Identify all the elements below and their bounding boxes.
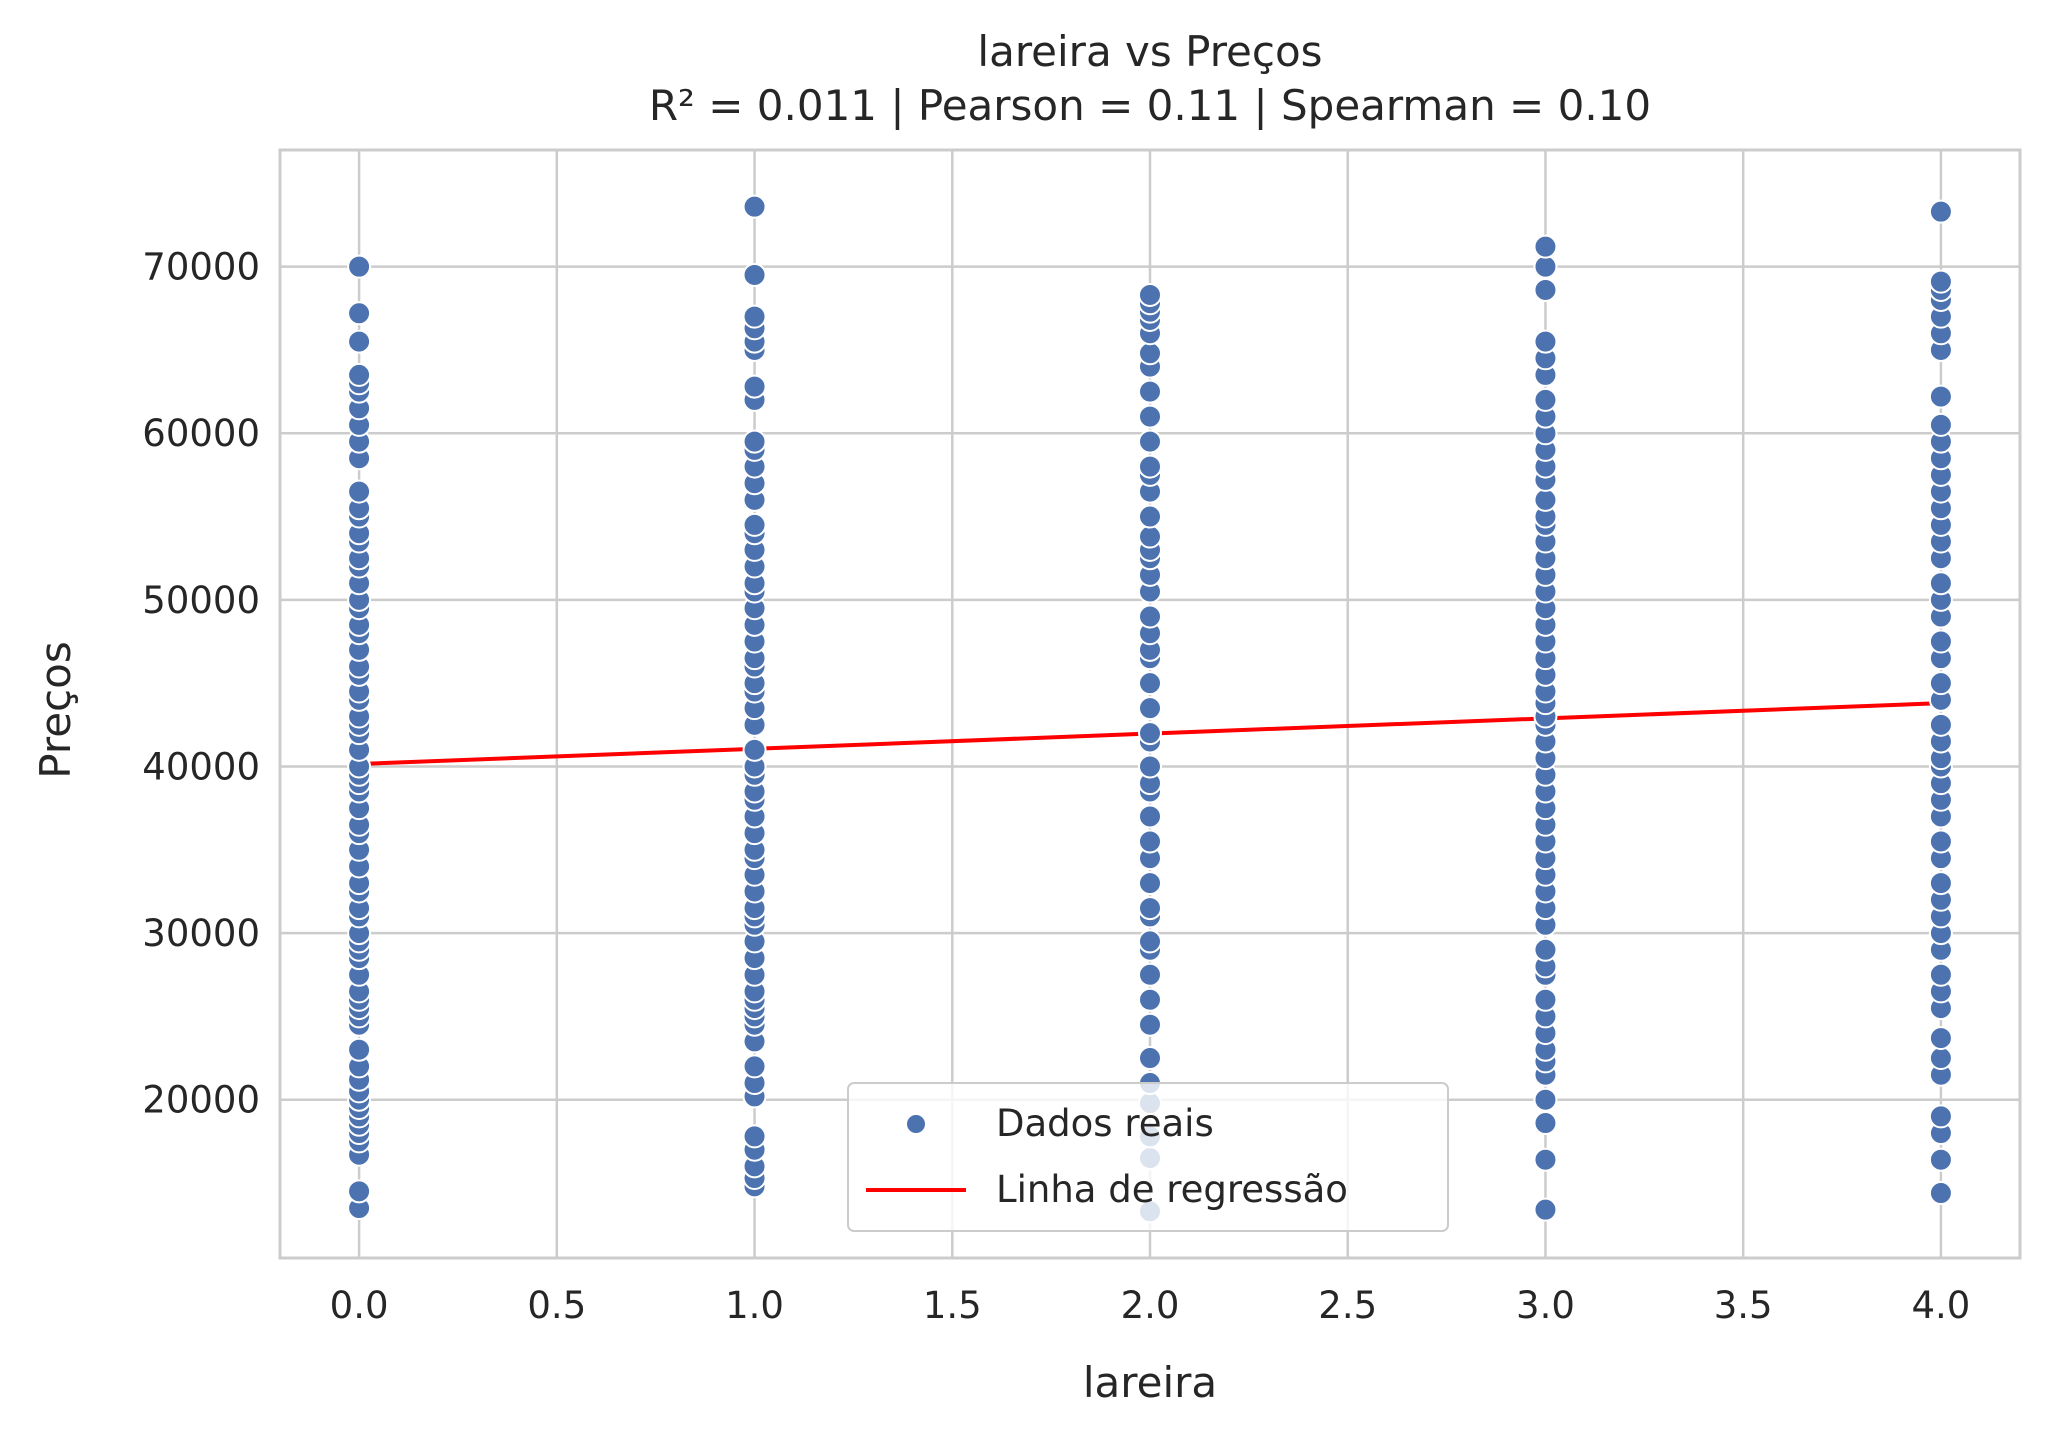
data-point: [1138, 929, 1162, 954]
data-point: [347, 301, 372, 326]
data-point: [742, 194, 767, 219]
data-point: [742, 374, 767, 399]
data-point: [1928, 1181, 1953, 1206]
x-tick-label: 2.5: [1318, 1284, 1377, 1327]
data-point: [1928, 962, 1953, 987]
x-tick-label: 4.0: [1911, 1284, 1970, 1327]
data-point: [1928, 412, 1953, 437]
x-tick-label: 3.5: [1714, 1284, 1773, 1327]
data-point: [1138, 696, 1162, 721]
data-point: [742, 262, 767, 287]
data-point: [1138, 1046, 1162, 1071]
data-point: [1138, 721, 1162, 746]
x-tick-label: 1.5: [923, 1284, 982, 1327]
data-point: [1928, 571, 1953, 596]
data-point: [1533, 277, 1558, 302]
data-point: [347, 362, 372, 387]
data-point: [1138, 379, 1162, 404]
legend-label-regressao: Linha de regressão: [996, 1168, 1348, 1211]
data-point: [1533, 329, 1558, 354]
data-point: [1138, 341, 1162, 366]
legend-label-dados-reais: Dados reais: [996, 1102, 1214, 1145]
data-point: [742, 1054, 767, 1079]
data-point: [1928, 829, 1953, 854]
data-point: [1928, 871, 1953, 896]
data-point: [1138, 404, 1162, 429]
y-tick-label: 70000: [142, 246, 260, 289]
x-tick-label: 1.0: [725, 1284, 784, 1327]
data-point: [1928, 1046, 1953, 1071]
x-axis-label: lareira: [1083, 1358, 1217, 1407]
data-point: [1138, 1012, 1162, 1037]
data-point: [1533, 1087, 1558, 1112]
data-point: [347, 1037, 372, 1062]
data-point: [1138, 962, 1162, 987]
data-point: [1138, 504, 1162, 529]
y-tick-labels: 20000 30000 40000 50000 60000 70000: [142, 246, 260, 1122]
data-point: [1138, 871, 1162, 896]
x-tick-label: 2.0: [1121, 1284, 1180, 1327]
legend-box: [847, 1082, 1449, 1232]
data-point: [1138, 429, 1162, 454]
data-point: [742, 1124, 767, 1149]
data-point: [1138, 754, 1162, 779]
data-point: [1533, 234, 1558, 259]
data-point: [1533, 487, 1558, 512]
y-tick-label: 40000: [142, 745, 260, 788]
x-tick-label: 3.0: [1516, 1284, 1575, 1327]
chart-title: lareira vs Preços: [977, 27, 1322, 76]
data-point: [1533, 987, 1558, 1012]
data-point: [347, 479, 372, 504]
data-point: [1533, 1111, 1558, 1136]
y-tick-label: 60000: [142, 412, 260, 455]
data-point: [742, 737, 767, 762]
x-tick-labels: 0.0 0.5 1.0 1.5 2.0 2.5 3.0 3.5 4.0: [330, 1284, 1971, 1327]
data-point: [1533, 254, 1558, 279]
y-tick-label: 20000: [142, 1079, 260, 1122]
data-point: [1928, 1104, 1953, 1129]
y-tick-label: 50000: [142, 579, 260, 622]
data-point: [742, 304, 767, 329]
data-point: [1928, 671, 1953, 696]
legend-marker-dados-reais: [905, 1113, 927, 1135]
data-point: [1928, 269, 1953, 294]
chart-subtitle: R² = 0.011 | Pearson = 0.11 | Spearman =…: [649, 81, 1651, 130]
data-point: [1928, 1147, 1953, 1172]
legend: Dados reais Linha de regressão: [847, 1082, 1449, 1232]
plot-frame: [278, 148, 2022, 1260]
data-point: [1138, 604, 1162, 629]
data-point: [742, 429, 767, 454]
data-points: [347, 194, 1953, 1224]
x-tick-label: 0.5: [527, 1284, 586, 1327]
data-point: [347, 329, 372, 354]
data-point: [742, 512, 767, 537]
data-point: [1533, 937, 1558, 962]
data-point: [1138, 671, 1162, 696]
data-point: [1533, 387, 1558, 412]
data-point: [1138, 829, 1162, 854]
data-point: [1138, 896, 1162, 921]
y-tick-label: 30000: [142, 912, 260, 955]
data-point: [1533, 1197, 1558, 1222]
data-point: [1928, 1026, 1953, 1051]
data-point: [1928, 384, 1953, 409]
data-point: [1928, 629, 1953, 654]
data-point: [1138, 804, 1162, 829]
y-axis-label: Preços: [31, 641, 80, 778]
data-point: [1138, 454, 1162, 479]
data-point: [1138, 987, 1162, 1012]
data-point: [347, 254, 372, 279]
data-point: [347, 1179, 372, 1204]
data-point: [1928, 199, 1953, 224]
data-point: [1928, 712, 1953, 737]
data-point: [1138, 524, 1162, 549]
data-point: [1138, 282, 1162, 307]
x-tick-label: 0.0: [330, 1284, 389, 1327]
data-point: [1533, 1147, 1558, 1172]
